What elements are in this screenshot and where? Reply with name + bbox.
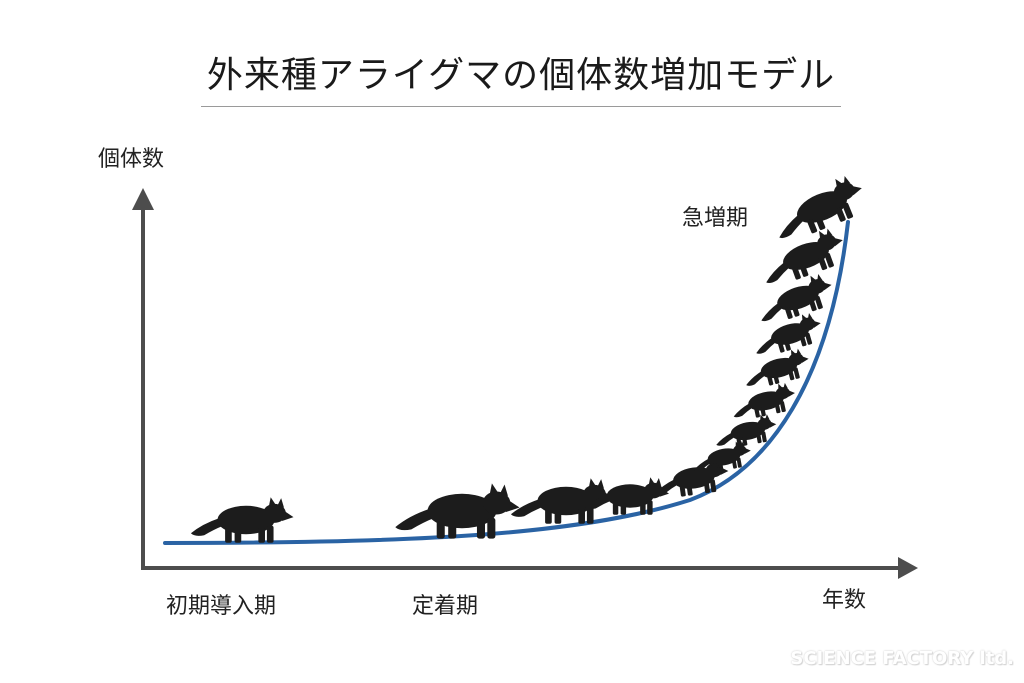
raccoon-icon [740, 346, 813, 392]
y-axis-label: 個体数 [98, 147, 165, 172]
page-title: 外来種アライグマの個体数増加モデル [206, 55, 836, 96]
watermark: SCIENCE FACTORY ltd. [790, 648, 1014, 669]
raccoon-icon [752, 270, 838, 328]
raccoon-icon-settle [395, 483, 520, 539]
raccoon-icon [749, 310, 826, 360]
raccoon-silhouettes [190, 170, 871, 543]
axes [132, 188, 918, 579]
growth-curve [163, 220, 850, 545]
phase-label-settlement: 定着期 [412, 594, 479, 619]
x-axis-arrowhead [898, 557, 918, 579]
phase-label-rapid-increase: 急増期 [682, 206, 749, 231]
title-underline [201, 106, 841, 107]
x-axis-label: 年数 [822, 588, 867, 613]
raccoon-icon-intro [190, 497, 294, 543]
phase-label-intro: 初期導入期 [166, 594, 277, 619]
raccoon-icon [755, 224, 851, 290]
y-axis-arrowhead [132, 188, 154, 210]
raccoon-icon-rapid [766, 170, 871, 246]
